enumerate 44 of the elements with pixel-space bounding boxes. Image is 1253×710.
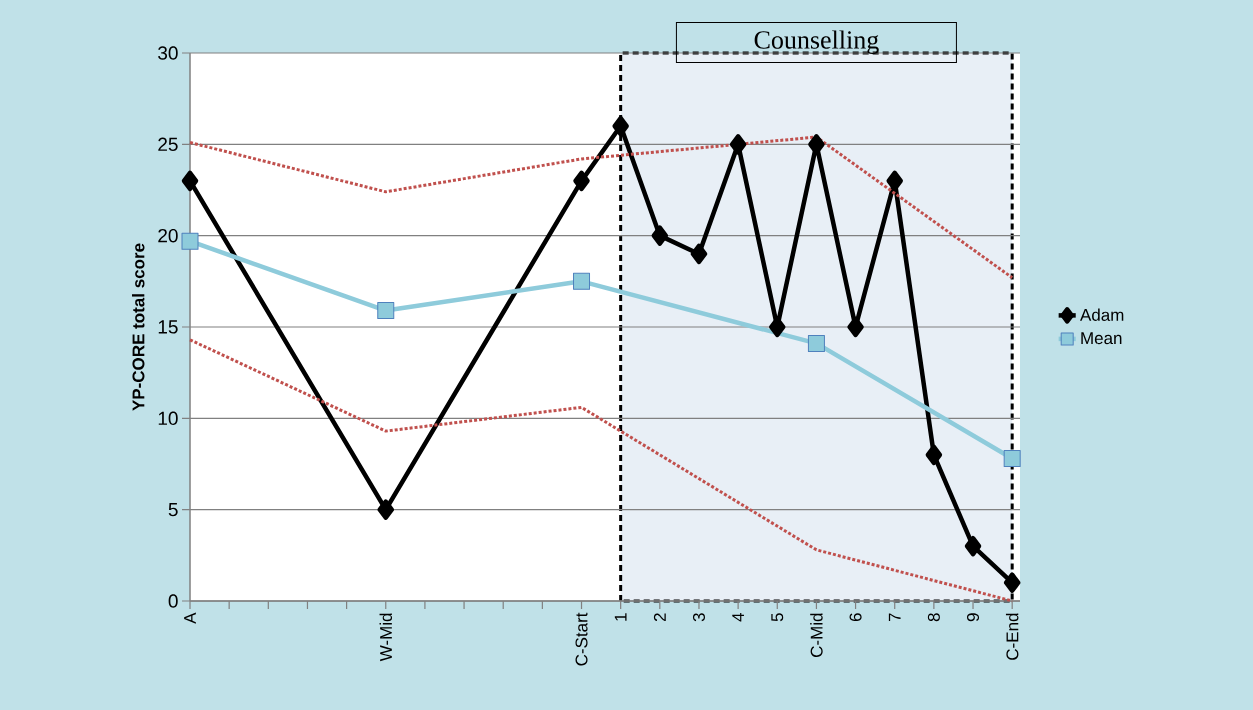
- point: [573, 272, 591, 290]
- point: [573, 170, 590, 192]
- point: [181, 170, 199, 192]
- point: [925, 444, 943, 466]
- point: [847, 316, 864, 338]
- legend-label: Adam: [1080, 308, 1124, 321]
- y-tick-label: 20: [158, 228, 178, 243]
- legend-label: Mean: [1081, 332, 1122, 345]
- x-tick-label: C-End: [1005, 613, 1019, 660]
- point: [729, 134, 747, 155]
- x-tick-label: 7: [888, 613, 901, 622]
- point: [377, 302, 395, 320]
- x-tick-label: C-Mid: [810, 613, 823, 657]
- y-tick-label: 5: [168, 503, 178, 517]
- line-series: [188, 135, 1014, 280]
- x-tick-label: A: [184, 612, 196, 624]
- x-tick-label: 5: [771, 613, 784, 622]
- x-tick-label: 8: [927, 613, 940, 622]
- point: [964, 535, 982, 557]
- x-tick-label: 2: [653, 613, 666, 622]
- x-tick-label: C-Start: [575, 612, 588, 666]
- band-label: Counselling: [754, 30, 879, 55]
- point: [886, 170, 903, 192]
- x-tick-label: 1: [614, 613, 627, 621]
- x-tick-label: 6: [849, 613, 862, 622]
- point: [808, 134, 825, 155]
- y-tick-label: 0: [168, 594, 178, 608]
- point: [377, 499, 395, 520]
- point: [1003, 572, 1021, 593]
- x-tick-label: 4: [732, 613, 744, 622]
- x-tick-label: 9: [967, 613, 980, 622]
- point: [612, 115, 629, 137]
- point: [807, 334, 825, 352]
- y-axis-title: YP-CORE total score: [132, 243, 145, 411]
- x-tick-label: W-Mid: [379, 613, 393, 662]
- y-tick-label: 25: [158, 137, 178, 152]
- point: [181, 232, 199, 250]
- point: [1003, 450, 1021, 468]
- y-tick-label: 10: [158, 411, 178, 426]
- point: [690, 243, 708, 265]
- point: [651, 225, 669, 246]
- x-tick-label: 3: [692, 613, 705, 622]
- y-tick-label: 15: [158, 320, 178, 334]
- y-tick-label: 30: [158, 46, 178, 60]
